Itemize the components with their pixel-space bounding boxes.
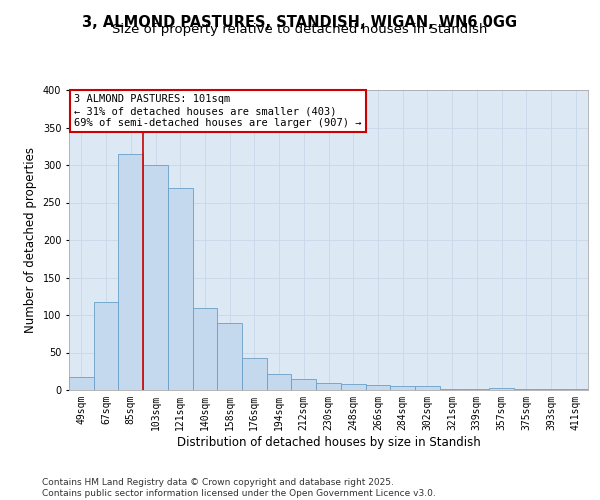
Bar <box>316 383 341 390</box>
Bar <box>365 385 390 390</box>
Bar <box>341 384 365 390</box>
Bar <box>415 386 440 390</box>
Bar <box>94 302 118 390</box>
Bar <box>489 388 514 390</box>
Bar <box>143 165 168 390</box>
Bar <box>267 374 292 390</box>
X-axis label: Distribution of detached houses by size in Standish: Distribution of detached houses by size … <box>176 436 481 448</box>
Bar <box>539 389 563 390</box>
Bar <box>242 358 267 390</box>
Bar <box>292 379 316 390</box>
Bar <box>514 389 539 390</box>
Y-axis label: Number of detached properties: Number of detached properties <box>24 147 37 333</box>
Text: 3, ALMOND PASTURES, STANDISH, WIGAN, WN6 0GG: 3, ALMOND PASTURES, STANDISH, WIGAN, WN6… <box>82 15 518 30</box>
Text: Size of property relative to detached houses in Standish: Size of property relative to detached ho… <box>112 22 488 36</box>
Bar <box>118 154 143 390</box>
Bar <box>193 308 217 390</box>
Bar <box>440 388 464 390</box>
Bar <box>217 324 242 390</box>
Bar <box>464 389 489 390</box>
Bar <box>168 188 193 390</box>
Text: 3 ALMOND PASTURES: 101sqm
← 31% of detached houses are smaller (403)
69% of semi: 3 ALMOND PASTURES: 101sqm ← 31% of detac… <box>74 94 362 128</box>
Text: Contains HM Land Registry data © Crown copyright and database right 2025.
Contai: Contains HM Land Registry data © Crown c… <box>42 478 436 498</box>
Bar <box>563 389 588 390</box>
Bar <box>69 376 94 390</box>
Bar <box>390 386 415 390</box>
